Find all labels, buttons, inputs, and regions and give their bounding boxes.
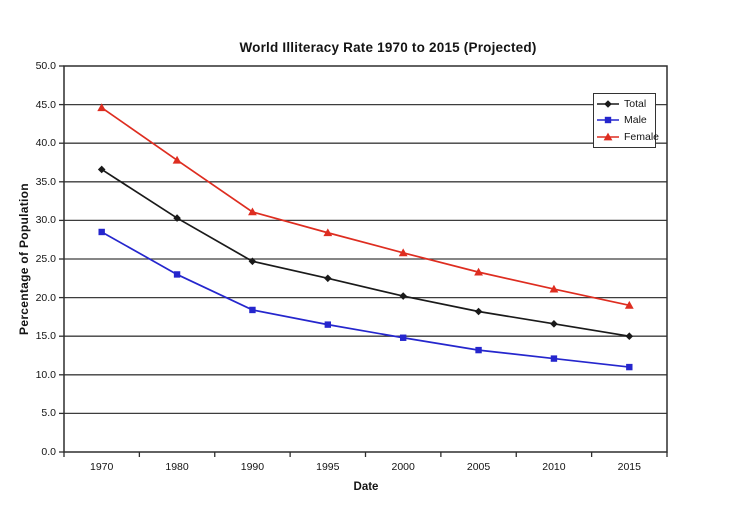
marker-total-1970 bbox=[97, 165, 106, 174]
legend-label: Female bbox=[624, 130, 660, 143]
chart-title: World Illiteracy Rate 1970 to 2015 (Proj… bbox=[239, 40, 537, 55]
y-tick-label: 15.0 bbox=[35, 330, 56, 343]
gridlines bbox=[64, 103, 667, 415]
x-tick-label: 1980 bbox=[165, 461, 189, 473]
marker-total-1995 bbox=[324, 274, 332, 283]
series-line-female bbox=[101, 106, 630, 307]
marker-female-1990 bbox=[248, 207, 257, 216]
y-tick-label: 20.0 bbox=[35, 291, 56, 304]
legend-marker-female bbox=[603, 132, 613, 141]
marker-female-1980 bbox=[172, 155, 182, 164]
marker-total-2010 bbox=[550, 320, 558, 328]
marker-male-2015 bbox=[626, 363, 633, 371]
y-tick-label: 5.0 bbox=[41, 407, 56, 420]
y-tick-label: 40.0 bbox=[35, 137, 56, 150]
series-line-total bbox=[101, 168, 630, 338]
marker-total-1990 bbox=[248, 257, 257, 266]
marker-male-1980 bbox=[173, 271, 181, 278]
series-total bbox=[97, 165, 634, 340]
marker-female-1970 bbox=[97, 103, 107, 112]
y-tick-label: 35.0 bbox=[35, 175, 56, 188]
marker-female-2010 bbox=[549, 284, 559, 293]
y-tick-label: 45.0 bbox=[35, 98, 56, 111]
marker-female-2005 bbox=[474, 267, 483, 276]
triangle-marker-icon bbox=[597, 132, 619, 141]
x-tick-label: 2015 bbox=[617, 461, 641, 473]
legend-marker-total bbox=[604, 100, 612, 108]
marker-female-1995 bbox=[323, 228, 333, 237]
y-tick-label: 30.0 bbox=[35, 214, 56, 227]
marker-total-1980 bbox=[173, 214, 181, 222]
legend-marker-male bbox=[604, 117, 612, 124]
y-tick-label: 50.0 bbox=[35, 60, 56, 72]
x-tick-label: 1970 bbox=[90, 461, 114, 473]
marker-male-2010 bbox=[550, 355, 558, 362]
marker-total-2000 bbox=[399, 292, 407, 300]
marker-total-2005 bbox=[474, 307, 483, 316]
x-tick-label: 2000 bbox=[391, 461, 415, 473]
diamond-marker-icon bbox=[597, 100, 619, 108]
x-tick-label: 2010 bbox=[542, 461, 566, 473]
legend-item-female: Female bbox=[597, 129, 659, 144]
axis-ticks bbox=[59, 65, 668, 457]
x-tick-label: 1990 bbox=[240, 461, 265, 473]
y-tick-label: 25.0 bbox=[35, 253, 56, 265]
marker-male-2005 bbox=[475, 346, 482, 354]
marker-male-1995 bbox=[324, 321, 332, 328]
marker-female-2015 bbox=[624, 300, 634, 309]
marker-total-2015 bbox=[625, 332, 634, 340]
square-marker-icon bbox=[597, 117, 619, 124]
series-female bbox=[97, 103, 634, 309]
x-tick-label: 2005 bbox=[466, 461, 491, 473]
legend-label: Total bbox=[624, 98, 647, 111]
marker-male-2000 bbox=[399, 334, 407, 341]
x-axis-title: Date bbox=[353, 481, 379, 493]
legend-item-male: Male bbox=[597, 113, 655, 128]
legend-label: Male bbox=[624, 114, 647, 127]
legend-item-total: Total bbox=[597, 97, 655, 112]
y-tick-label: 0.0 bbox=[41, 446, 56, 458]
series-male bbox=[98, 228, 633, 371]
y-tick-label: 10.0 bbox=[35, 368, 56, 381]
legend: Total Male Female bbox=[593, 93, 659, 148]
marker-male-1990 bbox=[249, 306, 256, 314]
marker-male-1970 bbox=[98, 228, 105, 236]
marker-female-2000 bbox=[398, 248, 408, 257]
x-tick-label: 1995 bbox=[316, 461, 340, 473]
series-line-male bbox=[101, 231, 630, 368]
